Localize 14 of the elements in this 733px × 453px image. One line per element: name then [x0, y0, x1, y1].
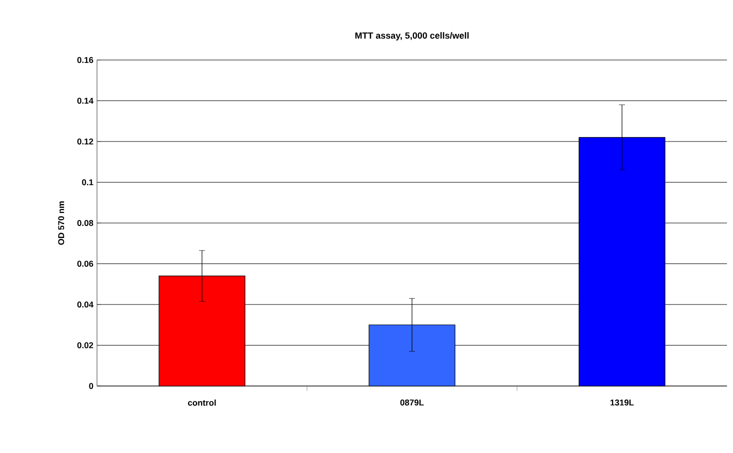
y-tick-label: 0.12 [77, 138, 94, 144]
chart-title: MTT assay, 5,000 cells/well [355, 32, 469, 40]
y-tick-label: 0.16 [77, 57, 94, 63]
y-tick-label: 0 [89, 383, 94, 389]
y-axis-title: OD 570 nm [58, 201, 64, 245]
y-tick-label: 0.04 [77, 302, 94, 308]
y-tick-label: 0.06 [77, 260, 94, 267]
y-tick-label: 0.1 [82, 179, 94, 186]
x-tick-label: 0879L [400, 400, 424, 406]
y-tick-label: 0.08 [77, 220, 94, 226]
y-tick-label: 0.02 [77, 342, 94, 348]
y-tick-label: 0.14 [77, 98, 94, 104]
x-tick-label: control [188, 400, 216, 406]
x-tick-label: 1319L [610, 400, 634, 406]
